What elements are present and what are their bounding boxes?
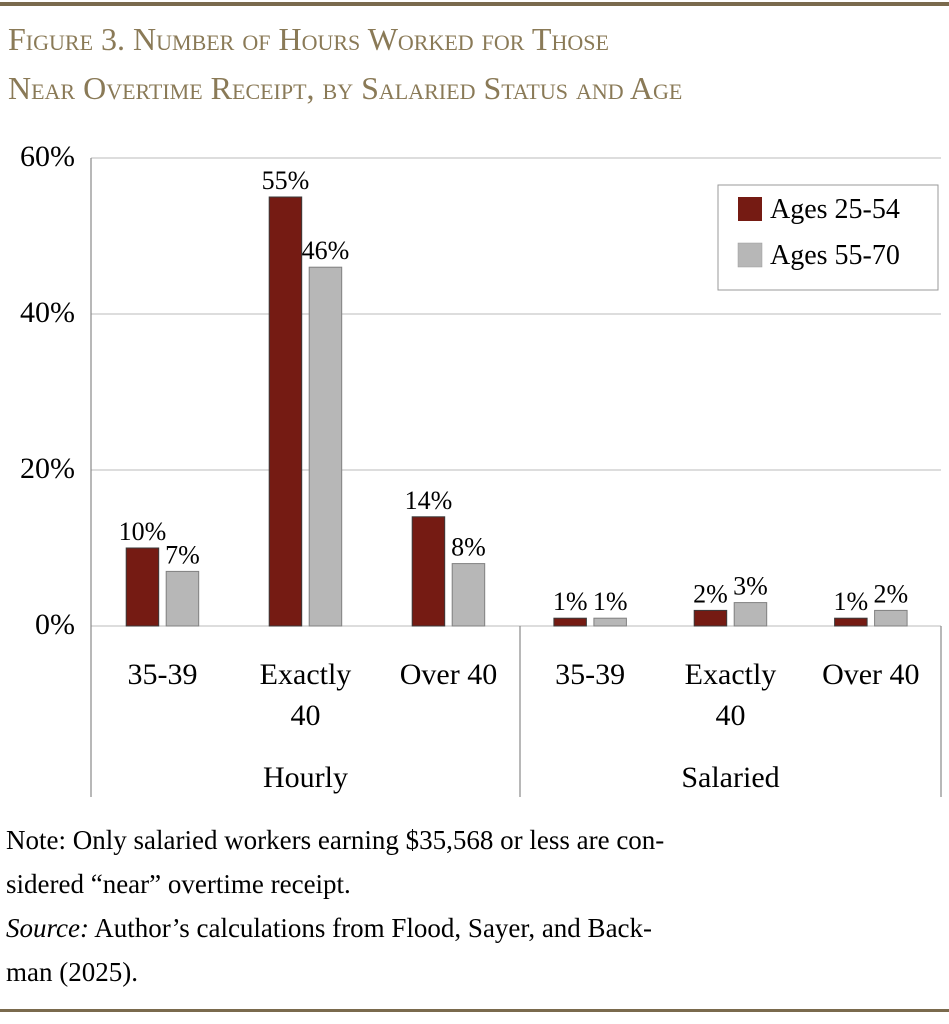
svg-text:Ages 25-54: Ages 25-54 <box>770 194 900 225</box>
svg-text:7%: 7% <box>165 540 200 569</box>
svg-text:2%: 2% <box>873 579 908 608</box>
svg-text:55%: 55% <box>262 166 310 195</box>
svg-text:1%: 1% <box>833 587 868 616</box>
svg-text:Over 40: Over 40 <box>400 658 497 691</box>
svg-text:Over 40: Over 40 <box>822 658 919 691</box>
svg-text:40: 40 <box>291 699 321 732</box>
svg-text:60%: 60% <box>20 140 75 173</box>
svg-text:Hourly: Hourly <box>263 761 348 794</box>
svg-text:20%: 20% <box>20 452 75 485</box>
svg-text:1%: 1% <box>593 587 628 616</box>
svg-text:Exactly: Exactly <box>260 658 352 691</box>
svg-text:3%: 3% <box>733 572 768 601</box>
svg-text:2%: 2% <box>693 579 728 608</box>
svg-text:Ages 55-70: Ages 55-70 <box>770 240 900 271</box>
svg-text:14%: 14% <box>405 486 453 515</box>
svg-text:Exactly: Exactly <box>685 658 777 691</box>
svg-text:Salaried: Salaried <box>681 761 779 794</box>
svg-text:8%: 8% <box>451 533 486 562</box>
svg-text:35-39: 35-39 <box>128 658 198 691</box>
svg-text:0%: 0% <box>35 608 75 641</box>
svg-text:10%: 10% <box>119 517 167 546</box>
svg-text:1%: 1% <box>553 587 588 616</box>
svg-text:35-39: 35-39 <box>555 658 625 691</box>
svg-text:46%: 46% <box>302 236 350 265</box>
svg-text:40: 40 <box>716 699 746 732</box>
svg-text:40%: 40% <box>20 296 75 329</box>
